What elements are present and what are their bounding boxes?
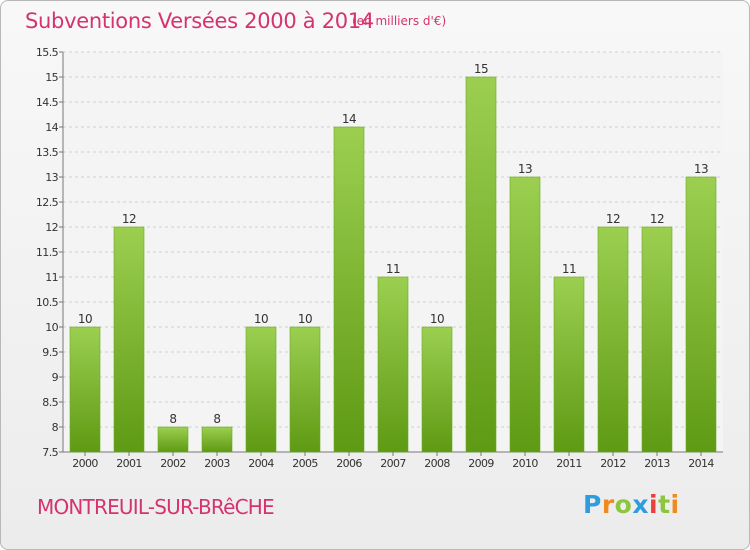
logo-letter: i xyxy=(649,490,659,519)
bar-value-label: 13 xyxy=(518,162,532,176)
y-tick-label: 14.5 xyxy=(36,96,59,109)
y-tick-label: 10.5 xyxy=(36,296,59,309)
bar-value-label: 10 xyxy=(298,312,312,326)
logo-letter: t xyxy=(658,490,671,519)
bar xyxy=(157,426,189,453)
proxiti-logo: Proxiti xyxy=(583,490,680,519)
logo-letter: o xyxy=(614,490,633,519)
bar-value-label: 12 xyxy=(650,212,664,226)
bar xyxy=(377,276,409,453)
y-tick-label: 9 xyxy=(52,371,59,384)
y-tick-label: 8.5 xyxy=(42,396,58,409)
bar xyxy=(113,226,145,453)
y-tick-label: 12.5 xyxy=(36,196,59,209)
logo-letter: r xyxy=(601,490,615,519)
bar xyxy=(421,326,453,453)
x-tick-label: 2000 xyxy=(72,457,98,470)
y-tick-label: 11.5 xyxy=(36,246,59,259)
commune-name: MONTREUIL-SUR-BRêCHE xyxy=(37,495,275,519)
y-tick-label: 15.5 xyxy=(36,46,59,59)
x-tick-label: 2011 xyxy=(556,457,582,470)
chart-subtitle: (en milliers d'€) xyxy=(352,14,447,28)
y-tick-label: 11 xyxy=(45,271,58,284)
y-tick-label: 8 xyxy=(52,421,59,434)
x-tick-label: 2013 xyxy=(644,457,670,470)
y-tick-label: 10 xyxy=(45,321,58,334)
x-tick-label: 2010 xyxy=(512,457,538,470)
bar-value-label: 10 xyxy=(78,312,92,326)
bar xyxy=(685,176,717,453)
bar-value-label: 8 xyxy=(213,412,220,426)
bar xyxy=(597,226,629,453)
x-tick-label: 2007 xyxy=(380,457,406,470)
bar-value-label: 13 xyxy=(694,162,708,176)
bar-value-label: 11 xyxy=(386,262,400,276)
x-tick-label: 2012 xyxy=(600,457,626,470)
logo-letter: P xyxy=(583,490,602,519)
bar-value-label: 10 xyxy=(430,312,444,326)
bar xyxy=(333,126,365,453)
y-tick-label: 7.5 xyxy=(42,446,58,459)
x-tick-label: 2006 xyxy=(336,457,362,470)
bar-value-label: 12 xyxy=(606,212,620,226)
logo-letter: i xyxy=(670,490,680,519)
y-tick-label: 15 xyxy=(45,71,58,84)
bar-value-label: 8 xyxy=(169,412,176,426)
x-tick-label: 2002 xyxy=(160,457,186,470)
y-tick-label: 9.5 xyxy=(42,346,58,359)
x-tick-label: 2005 xyxy=(292,457,318,470)
bar xyxy=(245,326,277,453)
bar-value-label: 10 xyxy=(254,312,268,326)
bar xyxy=(69,326,101,453)
y-tick-label: 13.5 xyxy=(36,146,59,159)
bar xyxy=(201,426,233,453)
x-tick-label: 2008 xyxy=(424,457,450,470)
bar xyxy=(465,76,497,453)
bar-value-label: 12 xyxy=(122,212,136,226)
bar-value-label: 15 xyxy=(474,62,488,76)
y-tick-label: 14 xyxy=(45,121,58,134)
bar-value-label: 11 xyxy=(562,262,576,276)
x-tick-label: 2001 xyxy=(116,457,142,470)
chart-title: Subventions Versées 2000 à 2014 xyxy=(25,9,374,33)
x-tick-label: 2009 xyxy=(468,457,494,470)
bar-value-label: 14 xyxy=(342,112,356,126)
y-tick-label: 13 xyxy=(45,171,58,184)
y-tick-label: 12 xyxy=(45,221,58,234)
x-tick-label: 2004 xyxy=(248,457,274,470)
logo-letter: x xyxy=(632,490,649,519)
bar xyxy=(641,226,673,453)
x-tick-label: 2014 xyxy=(688,457,714,470)
bar xyxy=(553,276,585,453)
bar xyxy=(509,176,541,453)
bar xyxy=(289,326,321,453)
x-tick-label: 2003 xyxy=(204,457,230,470)
